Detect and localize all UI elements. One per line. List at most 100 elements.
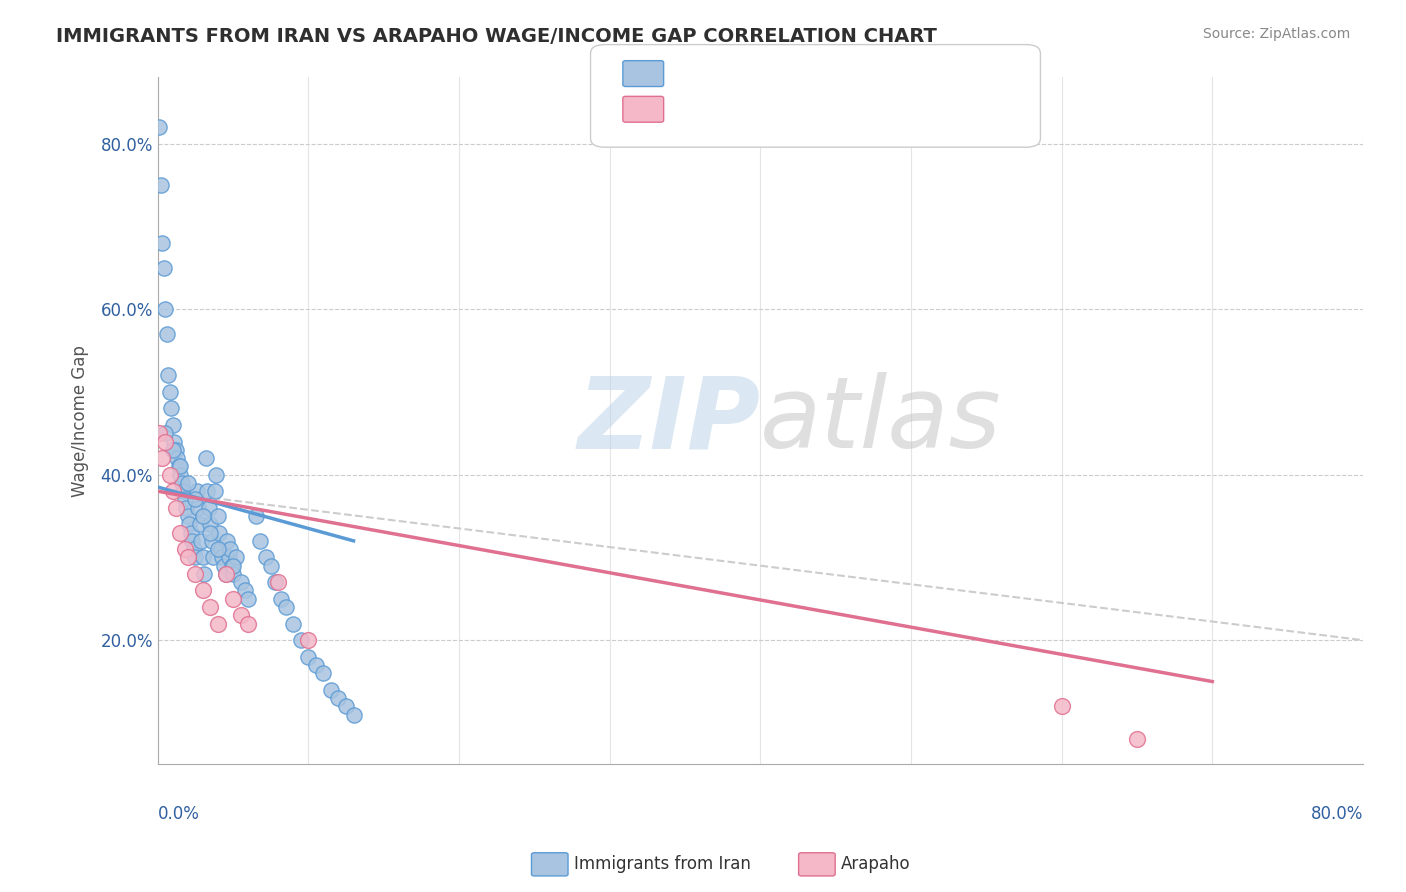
Point [236,591,259,606]
Point [159,384,181,399]
Point [162,417,184,432]
Point [191,508,214,523]
Point [1126,732,1149,747]
Point [211,550,233,565]
Text: atlas: atlas [761,372,1002,469]
Point [183,542,205,557]
Point [297,649,319,664]
Point [186,484,208,499]
Point [159,467,181,482]
Point [197,484,219,499]
Point [180,525,202,540]
Point [150,451,173,466]
Point [193,566,215,581]
Point [205,467,228,482]
Point [222,566,245,581]
Point [169,525,191,540]
Point [274,600,297,615]
Point [200,600,222,615]
Point [209,542,232,557]
Text: Arapaho: Arapaho [841,855,911,873]
Point [162,442,184,457]
Point [236,616,259,631]
Text: R =: R = [672,100,703,118]
Point [221,558,243,573]
Point [218,550,240,565]
Point [207,542,229,557]
Point [172,484,194,499]
Point [181,533,204,548]
Point [191,583,214,598]
Point [169,459,191,474]
Point [188,517,211,532]
Point [170,475,193,490]
Point [267,575,290,590]
Text: 79: 79 [879,64,904,82]
Point [187,500,209,515]
Text: 80.0%: 80.0% [1310,805,1362,823]
Point [200,525,222,540]
Point [1050,699,1073,714]
Text: 0.0%: 0.0% [157,805,200,823]
Point [148,120,170,134]
Point [201,533,224,548]
Point [149,178,172,192]
Point [208,525,231,540]
Point [202,550,225,565]
Point [319,682,342,697]
Point [184,566,207,581]
Point [200,517,222,532]
Point [254,550,277,565]
Point [207,616,229,631]
Point [312,666,335,681]
Point [222,558,245,573]
Point [166,451,188,466]
Point [212,558,235,573]
Point [155,434,177,449]
Point [165,442,187,457]
Point [342,707,364,722]
Point [283,616,305,631]
Point [215,533,238,548]
Point [290,633,312,648]
Point [177,508,200,523]
Point [204,484,226,499]
Point [177,550,200,565]
Point [155,302,177,317]
Point [229,608,252,623]
Point [160,401,183,416]
Point [150,235,173,250]
Point [194,451,217,466]
Point [173,542,195,557]
Text: ZIP: ZIP [578,372,761,469]
Point [184,492,207,507]
Text: Source: ZipAtlas.com: Source: ZipAtlas.com [1202,27,1350,41]
Point [191,550,214,565]
Point [152,260,174,275]
Point [249,533,271,548]
Point [229,575,252,590]
Point [165,500,187,515]
Point [157,368,180,383]
Point [179,517,201,532]
Point [264,575,287,590]
Text: Immigrants from Iran: Immigrants from Iran [574,855,751,873]
Point [328,691,350,706]
Point [198,500,221,515]
Y-axis label: Wage/Income Gap: Wage/Income Gap [72,345,89,497]
Point [270,591,292,606]
Point [260,558,283,573]
Point [169,467,191,482]
Text: N =: N = [837,64,868,82]
Point [163,434,186,449]
Point [219,542,242,557]
Text: N =: N = [837,100,868,118]
Point [335,699,357,714]
Point [148,426,170,441]
Point [233,583,256,598]
Text: R =: R = [672,64,703,82]
Point [177,475,200,490]
Text: 21: 21 [879,100,904,118]
Point [297,633,319,648]
Point [305,657,328,672]
